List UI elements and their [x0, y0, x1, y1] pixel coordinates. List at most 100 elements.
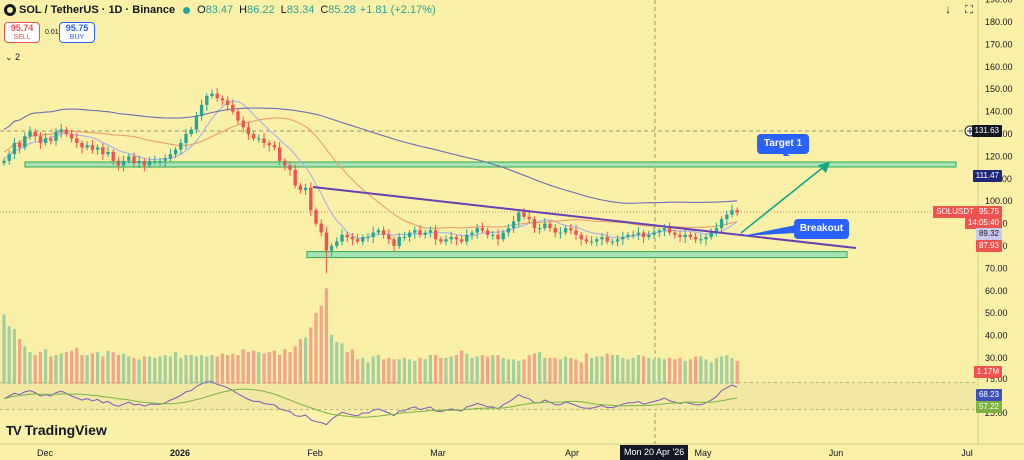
candle-body: [485, 230, 490, 235]
target-arrow: [740, 164, 827, 234]
volume-bar: [371, 356, 375, 384]
volume-bar: [428, 355, 432, 384]
fullscreen-icon[interactable]: ⛶: [965, 4, 973, 16]
volume-bar: [735, 360, 739, 384]
rsi-tick-label: 75.00: [985, 374, 1008, 384]
volume-bar: [470, 357, 474, 384]
volume-bar: [319, 305, 323, 384]
candle-body: [626, 234, 630, 238]
candle-body: [688, 234, 693, 238]
candle-body: [631, 234, 635, 236]
volume-bar: [605, 353, 609, 384]
candle-body: [194, 116, 199, 130]
candle-body: [220, 98, 225, 101]
candle-body: [64, 129, 69, 134]
symbol-title[interactable]: SOL / TetherUS · 1D · Binance: [19, 4, 176, 16]
volume-bar: [631, 357, 635, 384]
candle-body: [350, 237, 355, 240]
volume-bar: [402, 357, 406, 384]
ma-mid-line: [3, 117, 738, 229]
volume-bar: [49, 356, 53, 384]
volume-bar: [434, 355, 438, 384]
tradingview-logo[interactable]: TV TradingView: [6, 422, 107, 438]
price-tick-label: 50.00: [985, 308, 1008, 318]
volume-bar: [90, 353, 94, 384]
volume-bar: [694, 356, 698, 384]
indicators-toggle[interactable]: ⌄ 2: [5, 52, 21, 62]
candle-body: [449, 237, 453, 240]
candle-body: [719, 219, 724, 229]
volume-bar: [18, 339, 22, 384]
candle-body: [678, 234, 682, 238]
volume-bar: [304, 337, 308, 384]
volume-bar: [23, 346, 27, 384]
buy-label: BUY: [69, 34, 85, 41]
candle-body: [589, 241, 594, 243]
volume-bar: [2, 314, 6, 384]
volume-bar: [423, 359, 427, 384]
volume-bar: [236, 355, 240, 384]
candle-body: [75, 138, 79, 143]
price-tick-label: 60.00: [985, 286, 1008, 296]
candle-body: [2, 160, 6, 164]
volume-bar: [288, 352, 292, 384]
volume-bar: [106, 350, 110, 384]
volume-bar: [527, 355, 531, 384]
price-tick-label: 150.00: [985, 84, 1013, 94]
volume-bar: [324, 288, 328, 384]
time-tick-label: Apr: [565, 448, 579, 458]
volume-bar: [688, 359, 692, 384]
rsi-tick-label: 25.00: [985, 408, 1008, 418]
volume-bar: [376, 355, 380, 384]
volume-bar: [246, 352, 250, 384]
breakout-label[interactable]: Breakout: [794, 219, 849, 239]
candle-body: [584, 239, 589, 242]
change-value: +1.81 (+2.17%): [359, 4, 436, 16]
volume-bar: [116, 355, 120, 384]
target-label[interactable]: Target 1: [757, 134, 809, 154]
close-value: 85.28: [328, 4, 356, 16]
volume-bar: [480, 355, 484, 384]
volume-bar: [70, 350, 74, 384]
ma-slow-line: [3, 107, 738, 204]
price-tick-label: 40.00: [985, 331, 1008, 341]
low-label: L: [280, 4, 287, 16]
high-value: 86.22: [247, 4, 275, 16]
candle-body: [428, 230, 433, 233]
candle-body: [283, 160, 287, 166]
volume-bar: [449, 356, 453, 384]
volume-bar: [7, 326, 11, 384]
crosshair-date-label: Mon 20 Apr '26: [620, 445, 689, 460]
volume-bar: [184, 355, 188, 384]
candle-body: [563, 228, 568, 233]
candle-body: [340, 234, 344, 242]
candle-body: [199, 104, 204, 117]
candle-body: [251, 134, 256, 139]
candle-body: [548, 223, 552, 229]
volume-bar: [335, 341, 339, 384]
candle-body: [153, 160, 157, 162]
price-tick-label: 100.00: [985, 196, 1013, 206]
sell-button[interactable]: 95.74 SELL: [4, 22, 40, 43]
price-tick-label: 70.00: [985, 263, 1008, 273]
symbol-label: SOLUSDT: [933, 206, 977, 218]
candle-body: [262, 138, 266, 143]
candle-body: [69, 134, 74, 139]
descending-trendline: [312, 186, 857, 249]
volume-bar: [610, 355, 614, 384]
arrow-down-icon[interactable]: ↓: [945, 4, 951, 16]
volume-bar: [85, 355, 89, 384]
candle-body: [371, 232, 375, 238]
volume-bar: [122, 353, 126, 384]
volume-bar: [340, 343, 344, 384]
volume-bar: [267, 352, 271, 384]
volume-bar: [314, 312, 318, 384]
volume-bar: [678, 357, 682, 384]
volume-bar: [12, 328, 16, 384]
candle-body: [335, 241, 339, 246]
candle-body: [293, 169, 297, 186]
candle-body: [730, 210, 734, 215]
buy-button[interactable]: 95.75 BUY: [59, 22, 95, 43]
